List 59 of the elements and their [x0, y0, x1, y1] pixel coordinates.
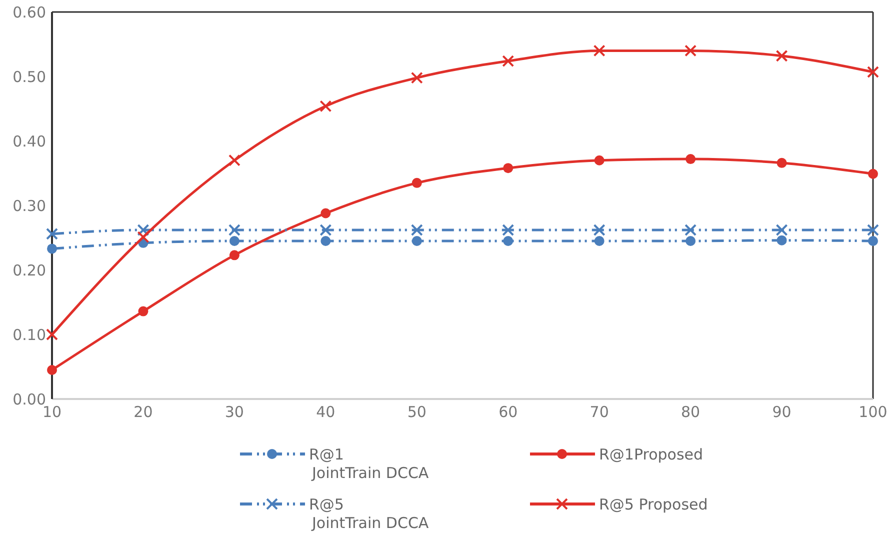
legend-label: R@5 Proposed	[599, 495, 708, 514]
y-tick-label: 0.10	[12, 326, 46, 344]
legend-label: R@1Proposed	[599, 445, 704, 464]
point	[412, 236, 422, 246]
point	[320, 236, 331, 246]
point	[47, 244, 57, 254]
point	[228, 224, 240, 236]
x-tick-label: 50	[407, 403, 426, 421]
point	[686, 154, 696, 164]
y-tick-label: 0.40	[12, 132, 46, 150]
y-tick-label: 0.50	[12, 68, 46, 86]
point	[503, 163, 514, 174]
point	[320, 208, 331, 218]
point	[412, 178, 422, 188]
point	[410, 224, 423, 236]
point	[594, 155, 604, 166]
x-tick-label: 100	[858, 403, 888, 421]
point	[229, 236, 240, 246]
point	[776, 235, 787, 246]
x-tick-label: 40	[316, 403, 336, 421]
point	[594, 236, 604, 246]
point	[46, 328, 58, 340]
point	[776, 224, 788, 236]
point	[410, 72, 423, 84]
point	[229, 250, 240, 260]
point	[867, 224, 879, 236]
point	[868, 236, 878, 246]
legend-label: R@1 JointTrain DCCA	[309, 445, 430, 482]
point	[684, 224, 697, 236]
point	[868, 168, 878, 179]
point	[228, 154, 240, 166]
x-tick-label: 70	[590, 403, 609, 421]
point	[502, 55, 514, 68]
x-tick-label: 10	[42, 403, 62, 421]
point	[138, 306, 148, 316]
point	[776, 158, 787, 168]
x-tick-label: 30	[224, 403, 244, 421]
point	[137, 224, 150, 236]
y-tick-label: 0.60	[12, 3, 46, 22]
legend-label: R@5 JointTrain DCCA	[309, 495, 430, 532]
x-tick-label: 60	[498, 403, 518, 421]
point	[867, 66, 879, 78]
point	[320, 100, 332, 112]
point	[684, 44, 697, 57]
point	[137, 231, 150, 244]
x-tick-label: 90	[772, 403, 792, 421]
y-tick-label: 0.30	[12, 196, 46, 215]
x-tick-label: 80	[681, 403, 700, 421]
point	[686, 236, 696, 246]
point	[320, 224, 332, 236]
point	[46, 228, 58, 240]
point	[502, 224, 514, 236]
point	[47, 364, 57, 375]
point	[593, 224, 606, 236]
point	[593, 44, 606, 57]
point	[776, 50, 788, 62]
point	[503, 236, 514, 246]
y-tick-label: 0.20	[12, 261, 46, 280]
x-tick-label: 20	[134, 403, 153, 421]
